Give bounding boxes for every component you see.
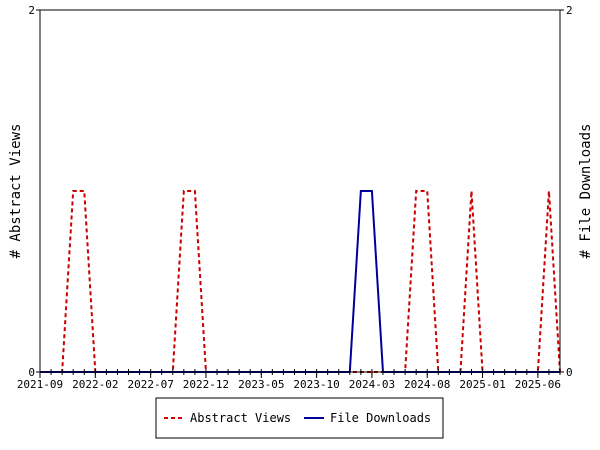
series-layer	[40, 190, 561, 373]
x-tick-label: 2022-07	[127, 378, 173, 391]
legend: Abstract Views File Downloads	[155, 397, 444, 439]
legend-label-abstract-views: Abstract Views	[190, 411, 291, 425]
x-tick-label: 2024-03	[349, 378, 395, 391]
y-right-tick-label: 2	[566, 4, 573, 17]
y-left-tick-label: 2	[28, 4, 35, 17]
y-left-axis-title: # Abstract Views	[8, 124, 24, 259]
x-tick-label: 2021-09	[17, 378, 63, 391]
x-tick-label: 2023-05	[238, 378, 284, 391]
x-tick-label: 2023-10	[293, 378, 339, 391]
axes-layer	[39, 9, 561, 373]
x-tick-label: 2024-08	[404, 378, 450, 391]
y-right-axis-title: # File Downloads	[578, 124, 594, 259]
series-line-abstract-views	[40, 190, 561, 373]
legend-box	[155, 397, 444, 439]
x-tick-label: 2022-12	[183, 378, 229, 391]
x-tick-group: 2021-09 2022-02 2022-07 2022-12 2023-05 2023-…	[17, 369, 561, 391]
x-tick-label: 2025-06	[515, 378, 561, 391]
legend-label-file-downloads: File Downloads	[330, 411, 431, 425]
plot-frame	[39, 9, 561, 373]
y-right-tick-label: 0	[566, 366, 573, 379]
y-tick-group: 0 2 0 2	[28, 4, 572, 379]
series-line-file-downloads	[40, 190, 560, 373]
x-tick-label: 2022-02	[72, 378, 118, 391]
y-left-tick-label: 0	[28, 366, 35, 379]
x-tick-label: 2025-01	[459, 378, 505, 391]
